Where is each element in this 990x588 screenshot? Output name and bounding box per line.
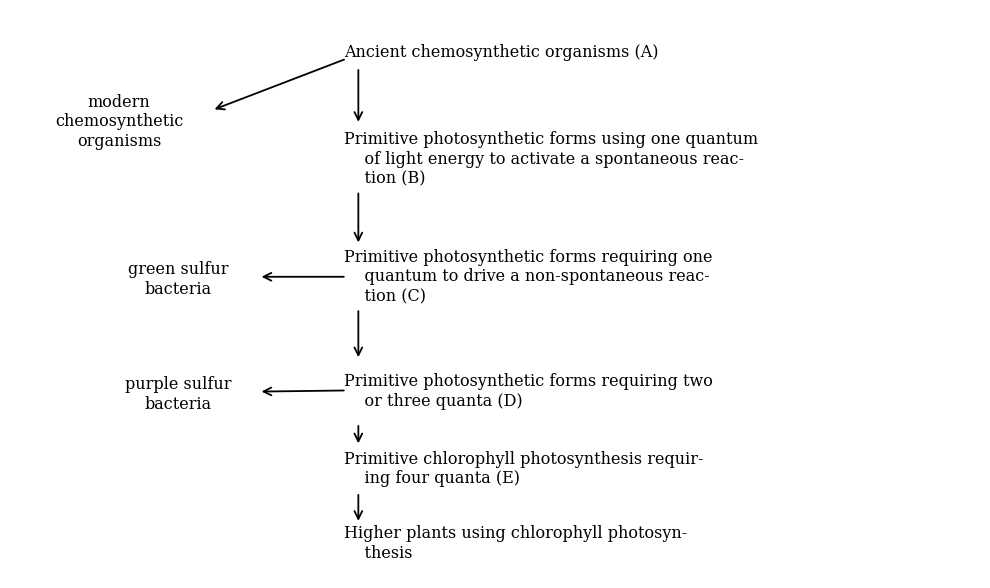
Text: green sulfur
bacteria: green sulfur bacteria: [128, 261, 228, 298]
Text: Primitive chlorophyll photosynthesis requir-
    ing four quanta (E): Primitive chlorophyll photosynthesis req…: [344, 451, 703, 487]
Text: modern
chemosynthetic
organisms: modern chemosynthetic organisms: [55, 93, 183, 150]
Text: Primitive photosynthetic forms requiring two
    or three quanta (D): Primitive photosynthetic forms requiring…: [344, 373, 713, 410]
Text: Higher plants using chlorophyll photosyn-
    thesis: Higher plants using chlorophyll photosyn…: [344, 526, 687, 562]
Text: Primitive photosynthetic forms requiring one
    quantum to drive a non-spontane: Primitive photosynthetic forms requiring…: [344, 249, 712, 305]
Text: purple sulfur
bacteria: purple sulfur bacteria: [125, 376, 231, 413]
Text: Primitive photosynthetic forms using one quantum
    of light energy to activate: Primitive photosynthetic forms using one…: [344, 131, 757, 187]
Text: Ancient chemosynthetic organisms (A): Ancient chemosynthetic organisms (A): [344, 44, 658, 61]
